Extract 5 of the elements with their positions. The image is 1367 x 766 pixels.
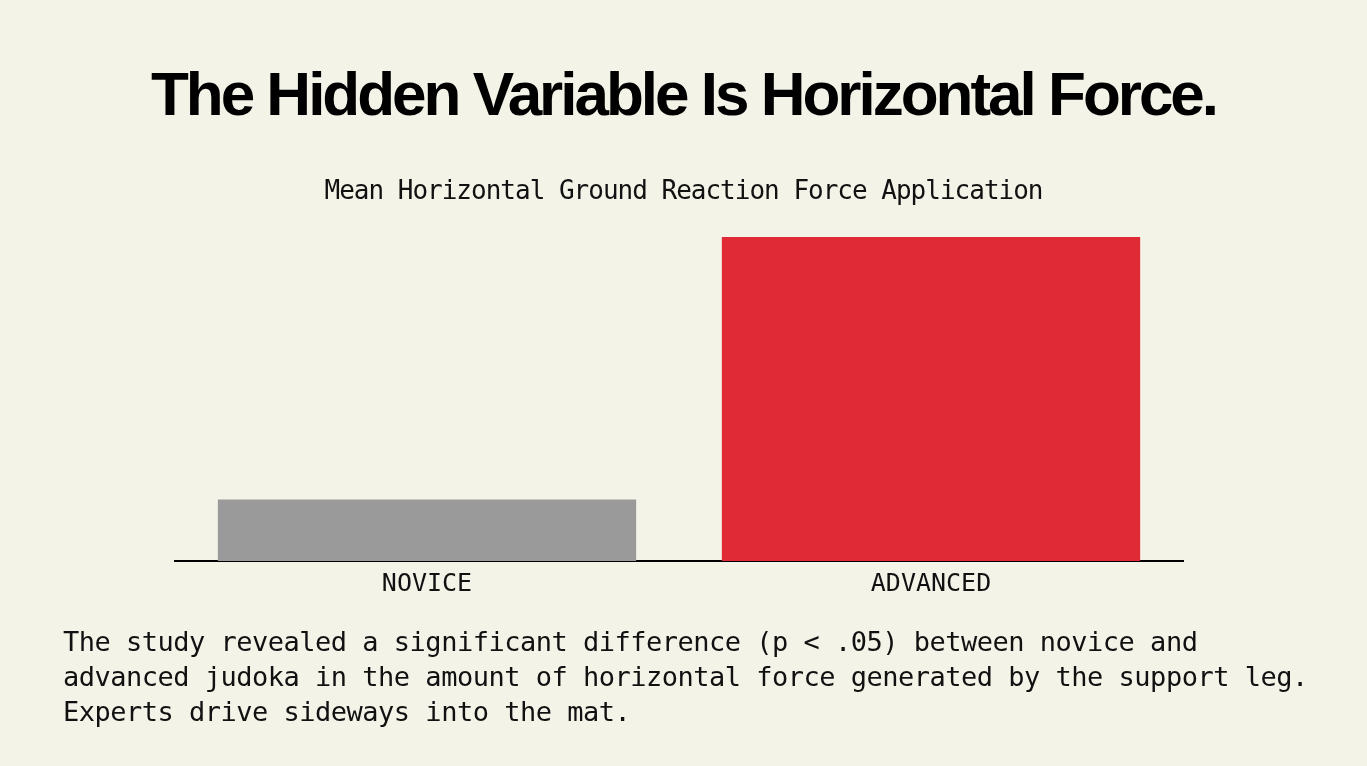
- x-tick-label: ADVANCED: [870, 567, 992, 597]
- x-tick-label: NOVICE: [381, 567, 473, 597]
- chart-subtitle: Mean Horizontal Ground Reaction Force Application: [323, 175, 1044, 205]
- text: The study revealed a significant difference (p < .05) between novice and advanced judoka in the amount of horizontal force generated by the support leg. Experts drive sideways into the mat.: [63, 625, 1309, 729]
- chart-title: The Hidden Variable Is Horizontal Force.: [149, 58, 1218, 129]
